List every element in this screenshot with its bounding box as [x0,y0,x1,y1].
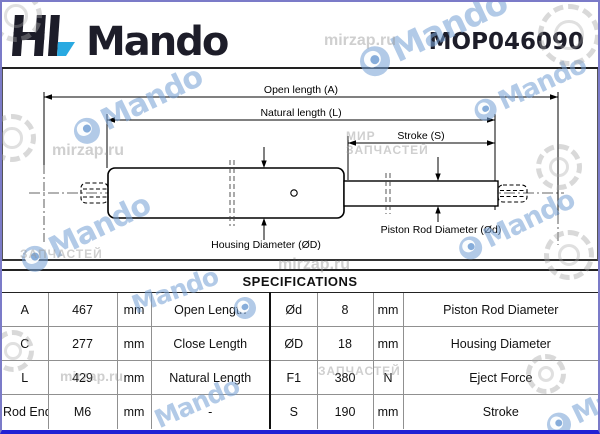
spec-row: A 467 mm Open Length Ød 8 mm Piston Rod … [2,292,598,327]
spec-param-cell: S [269,394,318,429]
spec-unit-cell: mm [372,326,404,361]
spec-desc-cell: - [150,394,271,429]
spec-title: SPECIFICATIONS [2,271,598,293]
open-length-label: Open length (A) [264,84,338,96]
natural-length-label: Natural length (L) [260,107,341,119]
spec-value-cell: M6 [47,394,118,429]
housing-diameter-label: Housing Diameter (ØD) [211,239,321,251]
dim-stroke: Stroke (S) [347,130,495,180]
spec-desc-cell: Housing Diameter [402,326,598,361]
spec-desc-cell: Piston Rod Diameter [402,292,598,327]
specifications-section: SPECIFICATIONS A 467 mm Open Length Ød 8… [2,269,598,429]
housing-hole [290,189,298,197]
spec-value-cell: 277 [47,326,118,361]
spec-param-cell: A [2,292,49,327]
spec-param-cell: ØD [269,326,318,361]
dim-natural-length: Natural length (L) [106,107,496,210]
rod-threaded-end [497,184,528,203]
spec-desc-cell: Close Length [150,326,271,361]
spec-unit-cell: mm [116,326,152,361]
spec-param-cell: Rod End [2,394,49,429]
spec-row: L 429 mm Natural Length F1 380 N Eject F… [2,360,598,395]
spec-desc-cell: Open Length [150,292,271,327]
hl-mando-logo: Mando [10,13,229,65]
spec-param-cell: L [2,360,49,395]
diagram-svg: Open length (A) Natural length (L) [29,84,564,251]
spec-value-cell: 8 [316,292,374,327]
spec-desc-cell: Natural Length [150,360,271,395]
hl-logo-icon [10,13,76,64]
spec-title-row: SPECIFICATIONS [2,271,598,293]
spec-param-cell: Ød [269,292,318,327]
housing-body [107,167,345,219]
spec-param-cell: F1 [269,360,318,395]
dim-housing-diameter: Housing Diameter (ØD) [211,147,321,251]
spec-desc-cell: Stroke [402,394,598,429]
spec-value-cell: 467 [47,292,118,327]
spec-row: C 277 mm Close Length ØD 18 mm Housing D… [2,326,598,361]
break-marks [229,160,391,226]
spec-unit-cell: mm [372,394,404,429]
spec-unit-cell: mm [116,394,152,429]
spec-value-cell: 18 [316,326,374,361]
piston-rod-diameter-label: Piston Rod Diameter (Ød) [381,224,502,236]
part-number: MOP046090 [428,29,584,55]
brand-wordmark: Mando [86,19,229,65]
spec-value-cell: 380 [316,360,374,395]
spec-param-cell: C [2,326,49,361]
left-threaded-stud [80,182,109,204]
piston-rod [343,180,499,207]
spec-unit-cell: mm [116,360,152,395]
spec-unit-cell: mm [372,292,404,327]
gas-spring-diagram: Open length (A) Natural length (L) [2,69,598,261]
spec-unit-cell: mm [116,292,152,327]
spacer-band [2,261,598,269]
specifications-table: SPECIFICATIONS A 467 mm Open Length Ød 8… [2,271,598,429]
spec-value-cell: 190 [316,394,374,429]
spec-value-cell: 429 [47,360,118,395]
header: Mando MOP046090 [2,2,598,69]
spec-desc-cell: Eject Force [402,360,598,395]
stroke-label: Stroke (S) [397,130,444,142]
spec-row: Rod End M6 mm - S 190 mm Stroke [2,394,598,429]
spec-unit-cell: N [372,360,404,395]
